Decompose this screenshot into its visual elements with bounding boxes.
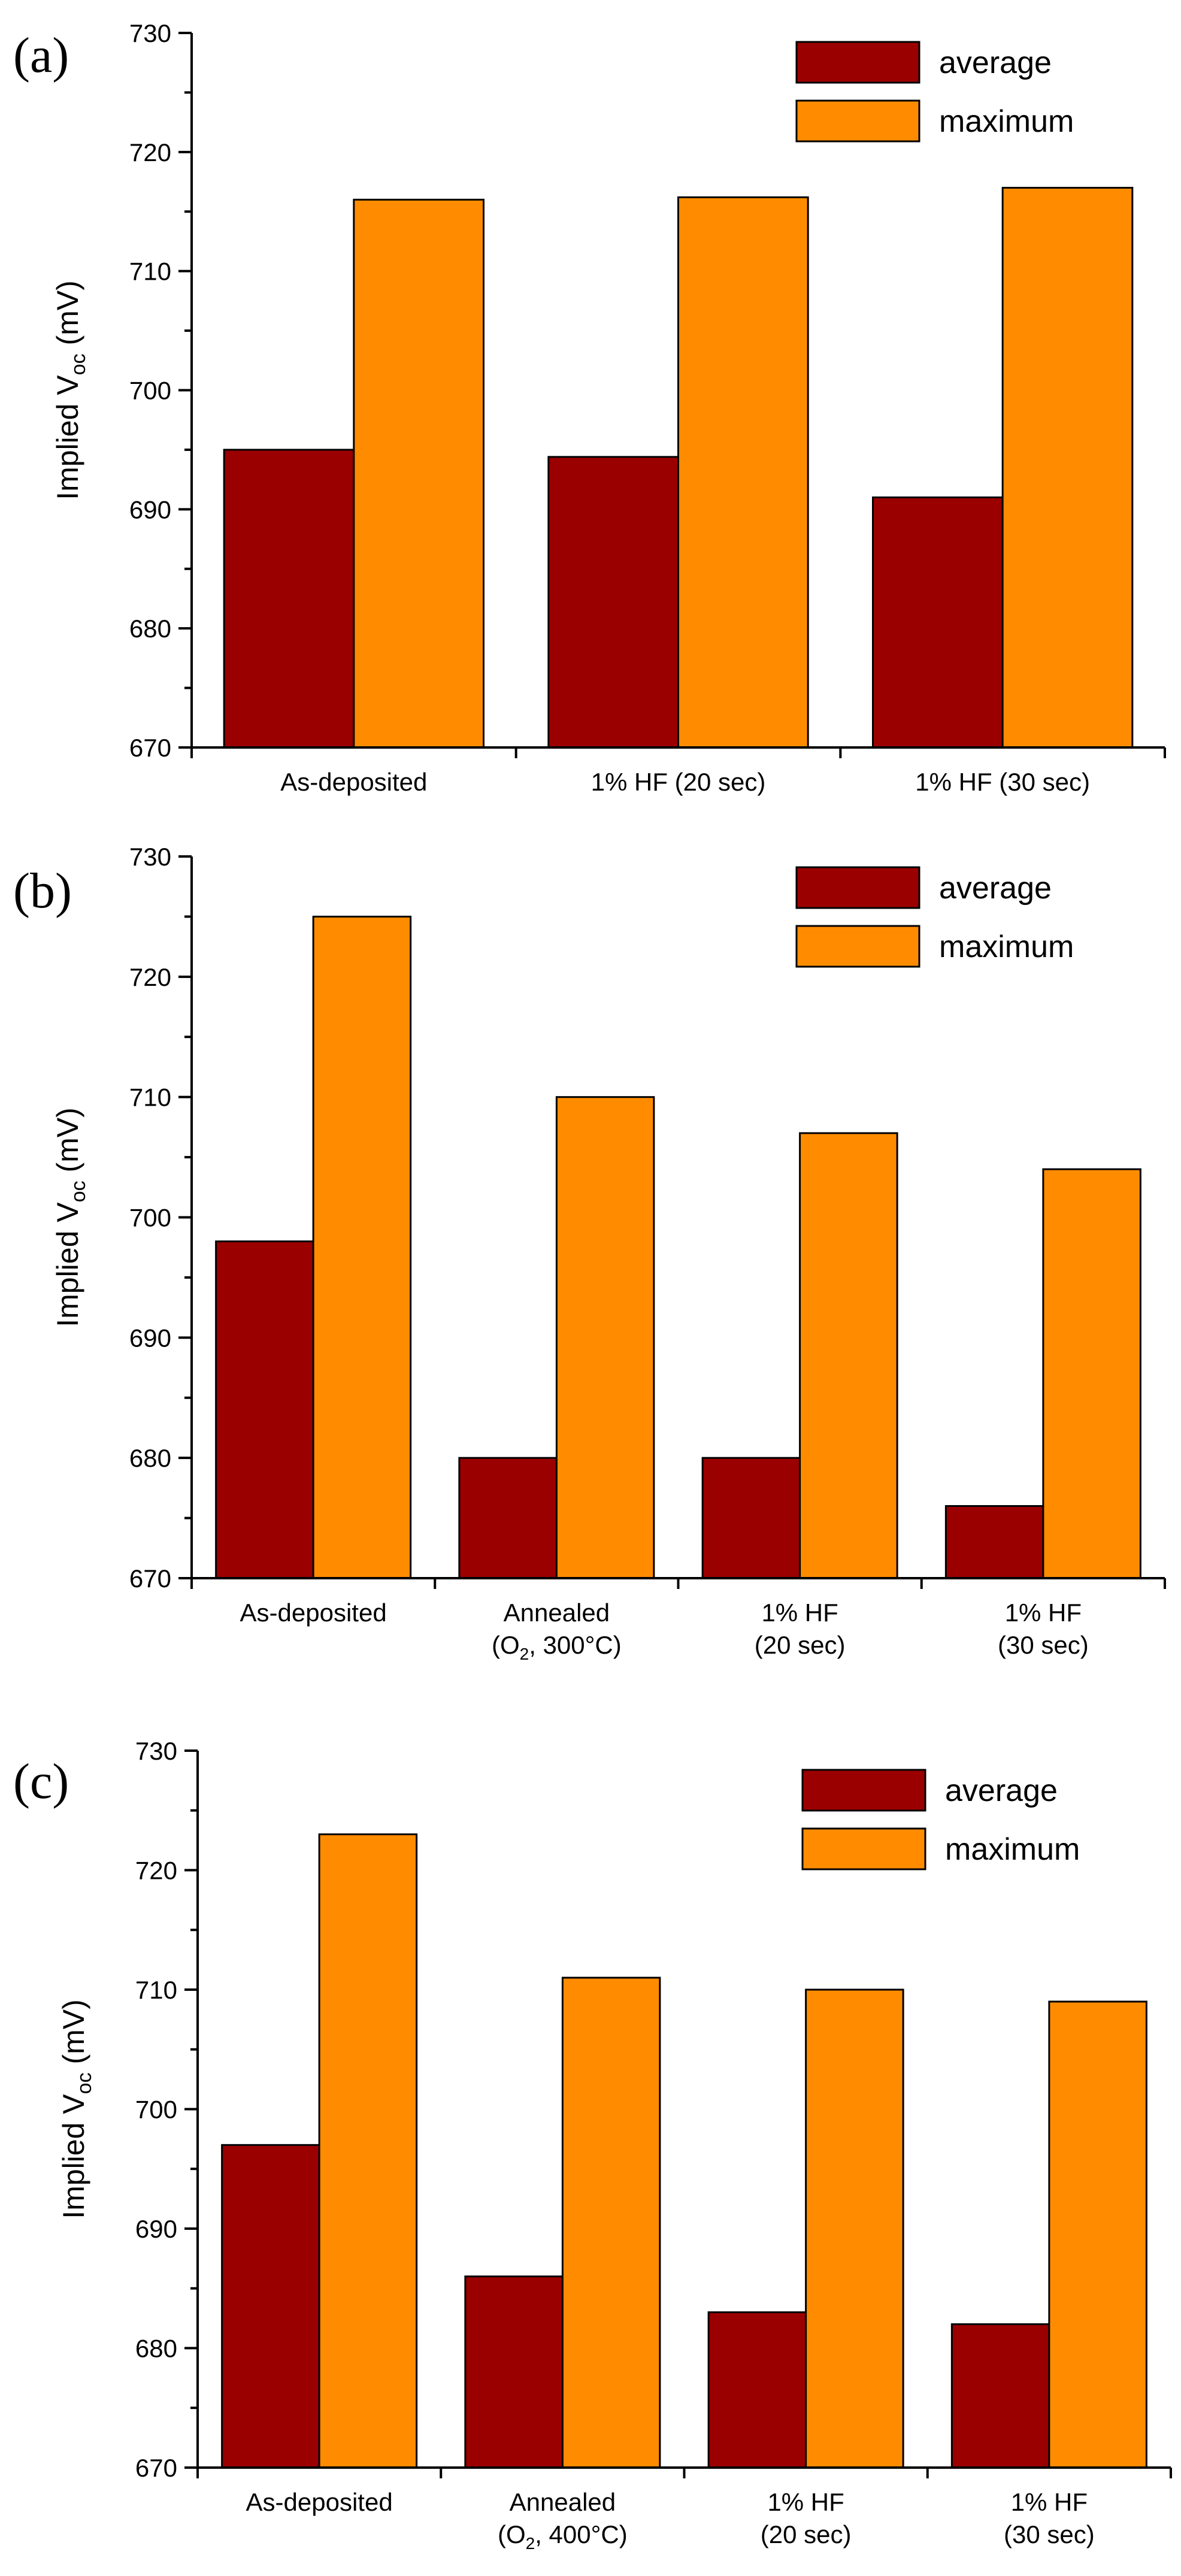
panel-label: (b) — [13, 863, 72, 919]
y-tick-label: 710 — [129, 258, 171, 286]
legend-swatch-average — [801, 1769, 926, 1812]
category-label: As-deposited — [280, 768, 427, 796]
category-label: As-deposited — [246, 2488, 393, 2516]
y-tick-label: 670 — [129, 1564, 171, 1593]
legend-swatch-average — [795, 41, 920, 84]
panel-label: (c) — [13, 1754, 69, 1809]
y-tick-label: 730 — [135, 1737, 177, 1765]
category-label: 1% HF — [767, 2488, 844, 2516]
bar-average-1 — [221, 2144, 320, 2469]
category-label: 1% HF — [1005, 1599, 1082, 1627]
bar-average-4 — [950, 2323, 1050, 2469]
category-label: 1% HF — [761, 1599, 838, 1627]
chart-panel-c: 670 680 690 700 710 720 730 As-deposited Anneale… — [13, 1737, 1172, 2553]
y-tick-label: 700 — [129, 1204, 171, 1232]
legend-label-maximum: maximum — [939, 104, 1074, 139]
bar-average-3 — [701, 1457, 801, 1579]
bar-average-2 — [464, 2275, 564, 2469]
chart-panel-a: 670 680 690 700 710 720 730 As-deposited 1% HF (… — [13, 19, 1166, 796]
y-tick-label: 680 — [129, 1444, 171, 1472]
bar-maximum-3 — [799, 1132, 898, 1579]
legend-label-average: average — [939, 871, 1052, 906]
bar-maximum-4 — [1048, 2000, 1147, 2469]
y-tick-label: 720 — [129, 963, 171, 991]
bar-maximum-1 — [312, 915, 412, 1579]
legend-swatch-maximum — [795, 925, 920, 968]
bar-maximum-2 — [677, 196, 809, 749]
y-tick-label: 730 — [129, 843, 171, 871]
bar-average-2 — [458, 1457, 558, 1579]
bar-maximum-3 — [1001, 186, 1134, 749]
bar-average-1 — [223, 449, 355, 749]
category-label: (20 sec) — [761, 2520, 852, 2548]
y-tick-label: 730 — [129, 19, 171, 47]
y-tick-label: 710 — [129, 1083, 171, 1112]
legend-label-maximum: maximum — [945, 1832, 1080, 1867]
y-tick-label: 720 — [129, 138, 171, 167]
category-label: Annealed — [504, 1599, 610, 1627]
category-label: As-deposited — [240, 1599, 387, 1627]
bar-maximum-3 — [805, 1988, 904, 2469]
y-tick-label: 720 — [135, 1857, 177, 1885]
y-tick-label: 670 — [129, 734, 171, 762]
category-label: 1% HF (20 sec) — [591, 768, 766, 796]
bar-maximum-2 — [561, 1976, 661, 2469]
legend-label-average: average — [939, 46, 1052, 80]
legend-swatch-maximum — [801, 1827, 926, 1870]
legend-label-average: average — [945, 1773, 1058, 1808]
category-label: (30 sec) — [998, 1631, 1089, 1659]
bar-average-2 — [547, 456, 679, 749]
category-label: 1% HF (30 sec) — [915, 768, 1090, 796]
y-tick-label: 670 — [135, 2454, 177, 2482]
legend-label-maximum: maximum — [939, 930, 1074, 964]
bar-average-4 — [944, 1505, 1044, 1579]
category-label: (O2, 300°C) — [492, 1631, 622, 1663]
y-axis-title: Implied Voc (mV) — [51, 1107, 90, 1327]
chart-panel-b: 670 680 690 700 710 720 730 As-deposited Anneale… — [13, 843, 1166, 1663]
category-label: 1% HF — [1011, 2488, 1088, 2516]
y-tick-label: 680 — [135, 2335, 177, 2363]
category-label: (20 sec) — [755, 1631, 846, 1659]
category-label: (30 sec) — [1004, 2520, 1095, 2548]
y-tick-label: 690 — [129, 1324, 171, 1352]
bar-average-3 — [872, 496, 1004, 749]
panel-label: (a) — [13, 28, 69, 83]
category-label: Annealed — [510, 2488, 616, 2516]
y-tick-label: 680 — [129, 615, 171, 643]
bar-maximum-1 — [353, 198, 484, 749]
y-axis-title: Implied Voc (mV) — [51, 280, 90, 500]
bar-maximum-1 — [318, 1833, 418, 2469]
category-label: (O2, 400°C) — [498, 2520, 628, 2553]
bar-average-3 — [707, 2311, 807, 2469]
y-tick-label: 690 — [135, 2215, 177, 2243]
bar-maximum-4 — [1042, 1168, 1141, 1579]
y-axis-title: Implied Voc (mV) — [57, 1999, 96, 2219]
y-tick-label: 690 — [129, 495, 171, 523]
y-tick-label: 700 — [129, 377, 171, 405]
y-tick-label: 710 — [135, 1976, 177, 2004]
legend-swatch-maximum — [795, 99, 920, 143]
y-tick-label: 700 — [135, 2096, 177, 2124]
legend-swatch-average — [795, 866, 920, 909]
bar-average-1 — [215, 1240, 314, 1579]
bar-maximum-2 — [555, 1096, 655, 1579]
